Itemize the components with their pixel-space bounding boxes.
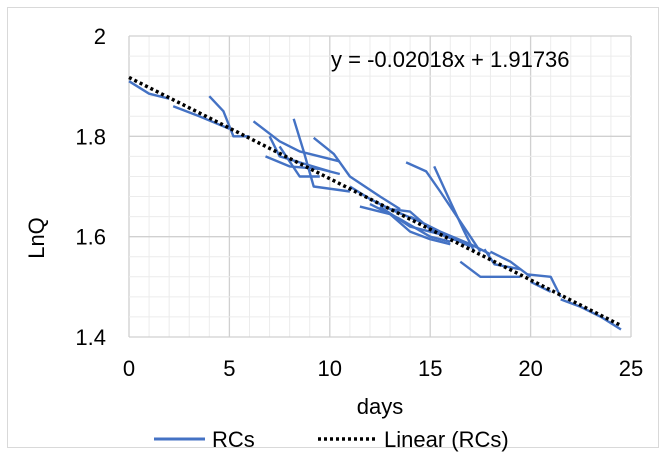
- rc-series-line-20: [489, 250, 532, 278]
- series-layer: [128, 80, 622, 331]
- x-tick-label: 20: [518, 356, 542, 381]
- rc-series-line-11: [359, 205, 451, 246]
- trendline-equation: y = -0.02018x + 1.91736: [331, 47, 570, 72]
- grid: [128, 35, 632, 338]
- legend-label-trendline: Linear (RCs): [384, 427, 509, 452]
- rc-series-line-4: [252, 120, 341, 163]
- x-tick-label: 25: [619, 356, 643, 381]
- rc-series-line-16: [433, 165, 476, 253]
- x-tick-label: 5: [223, 356, 235, 381]
- rc-series-line-3: [208, 95, 250, 138]
- rc-series-line-9: [312, 136, 401, 211]
- y-tick-labels: 1.4 1.6 1.8 2: [75, 24, 106, 350]
- y-tick-label: 1.6: [75, 225, 106, 250]
- y-tick-label: 2: [94, 24, 106, 49]
- rc-series-line-18: [459, 260, 521, 278]
- rc-series-line-8: [292, 118, 351, 193]
- rc-series-line-1: [128, 80, 170, 100]
- legend-label-rcs: RCs: [212, 427, 255, 452]
- y-tick-label: 1.8: [75, 124, 106, 149]
- y-tick-label: 1.4: [75, 325, 106, 350]
- x-axis-title: days: [357, 394, 403, 419]
- legend: RCs Linear (RCs): [154, 427, 509, 452]
- rc-series-line-2: [172, 105, 230, 130]
- x-tick-label: 10: [318, 356, 342, 381]
- trendline: [128, 75, 622, 328]
- rc-series-line-21: [526, 273, 562, 298]
- y-axis-title: LnQ: [24, 217, 49, 259]
- rc-series-line-19: [483, 248, 521, 271]
- trendline-layer: [128, 75, 622, 328]
- x-tick-label: 0: [123, 356, 135, 381]
- rc-series-line-17: [409, 215, 491, 256]
- rc-series-line-6: [265, 155, 341, 176]
- rc-series-line-5: [268, 135, 331, 173]
- x-tick-labels: 0 5 10 15 20 25: [123, 356, 643, 381]
- x-tick-label: 15: [418, 356, 442, 381]
- rc-series-line-15: [405, 161, 482, 253]
